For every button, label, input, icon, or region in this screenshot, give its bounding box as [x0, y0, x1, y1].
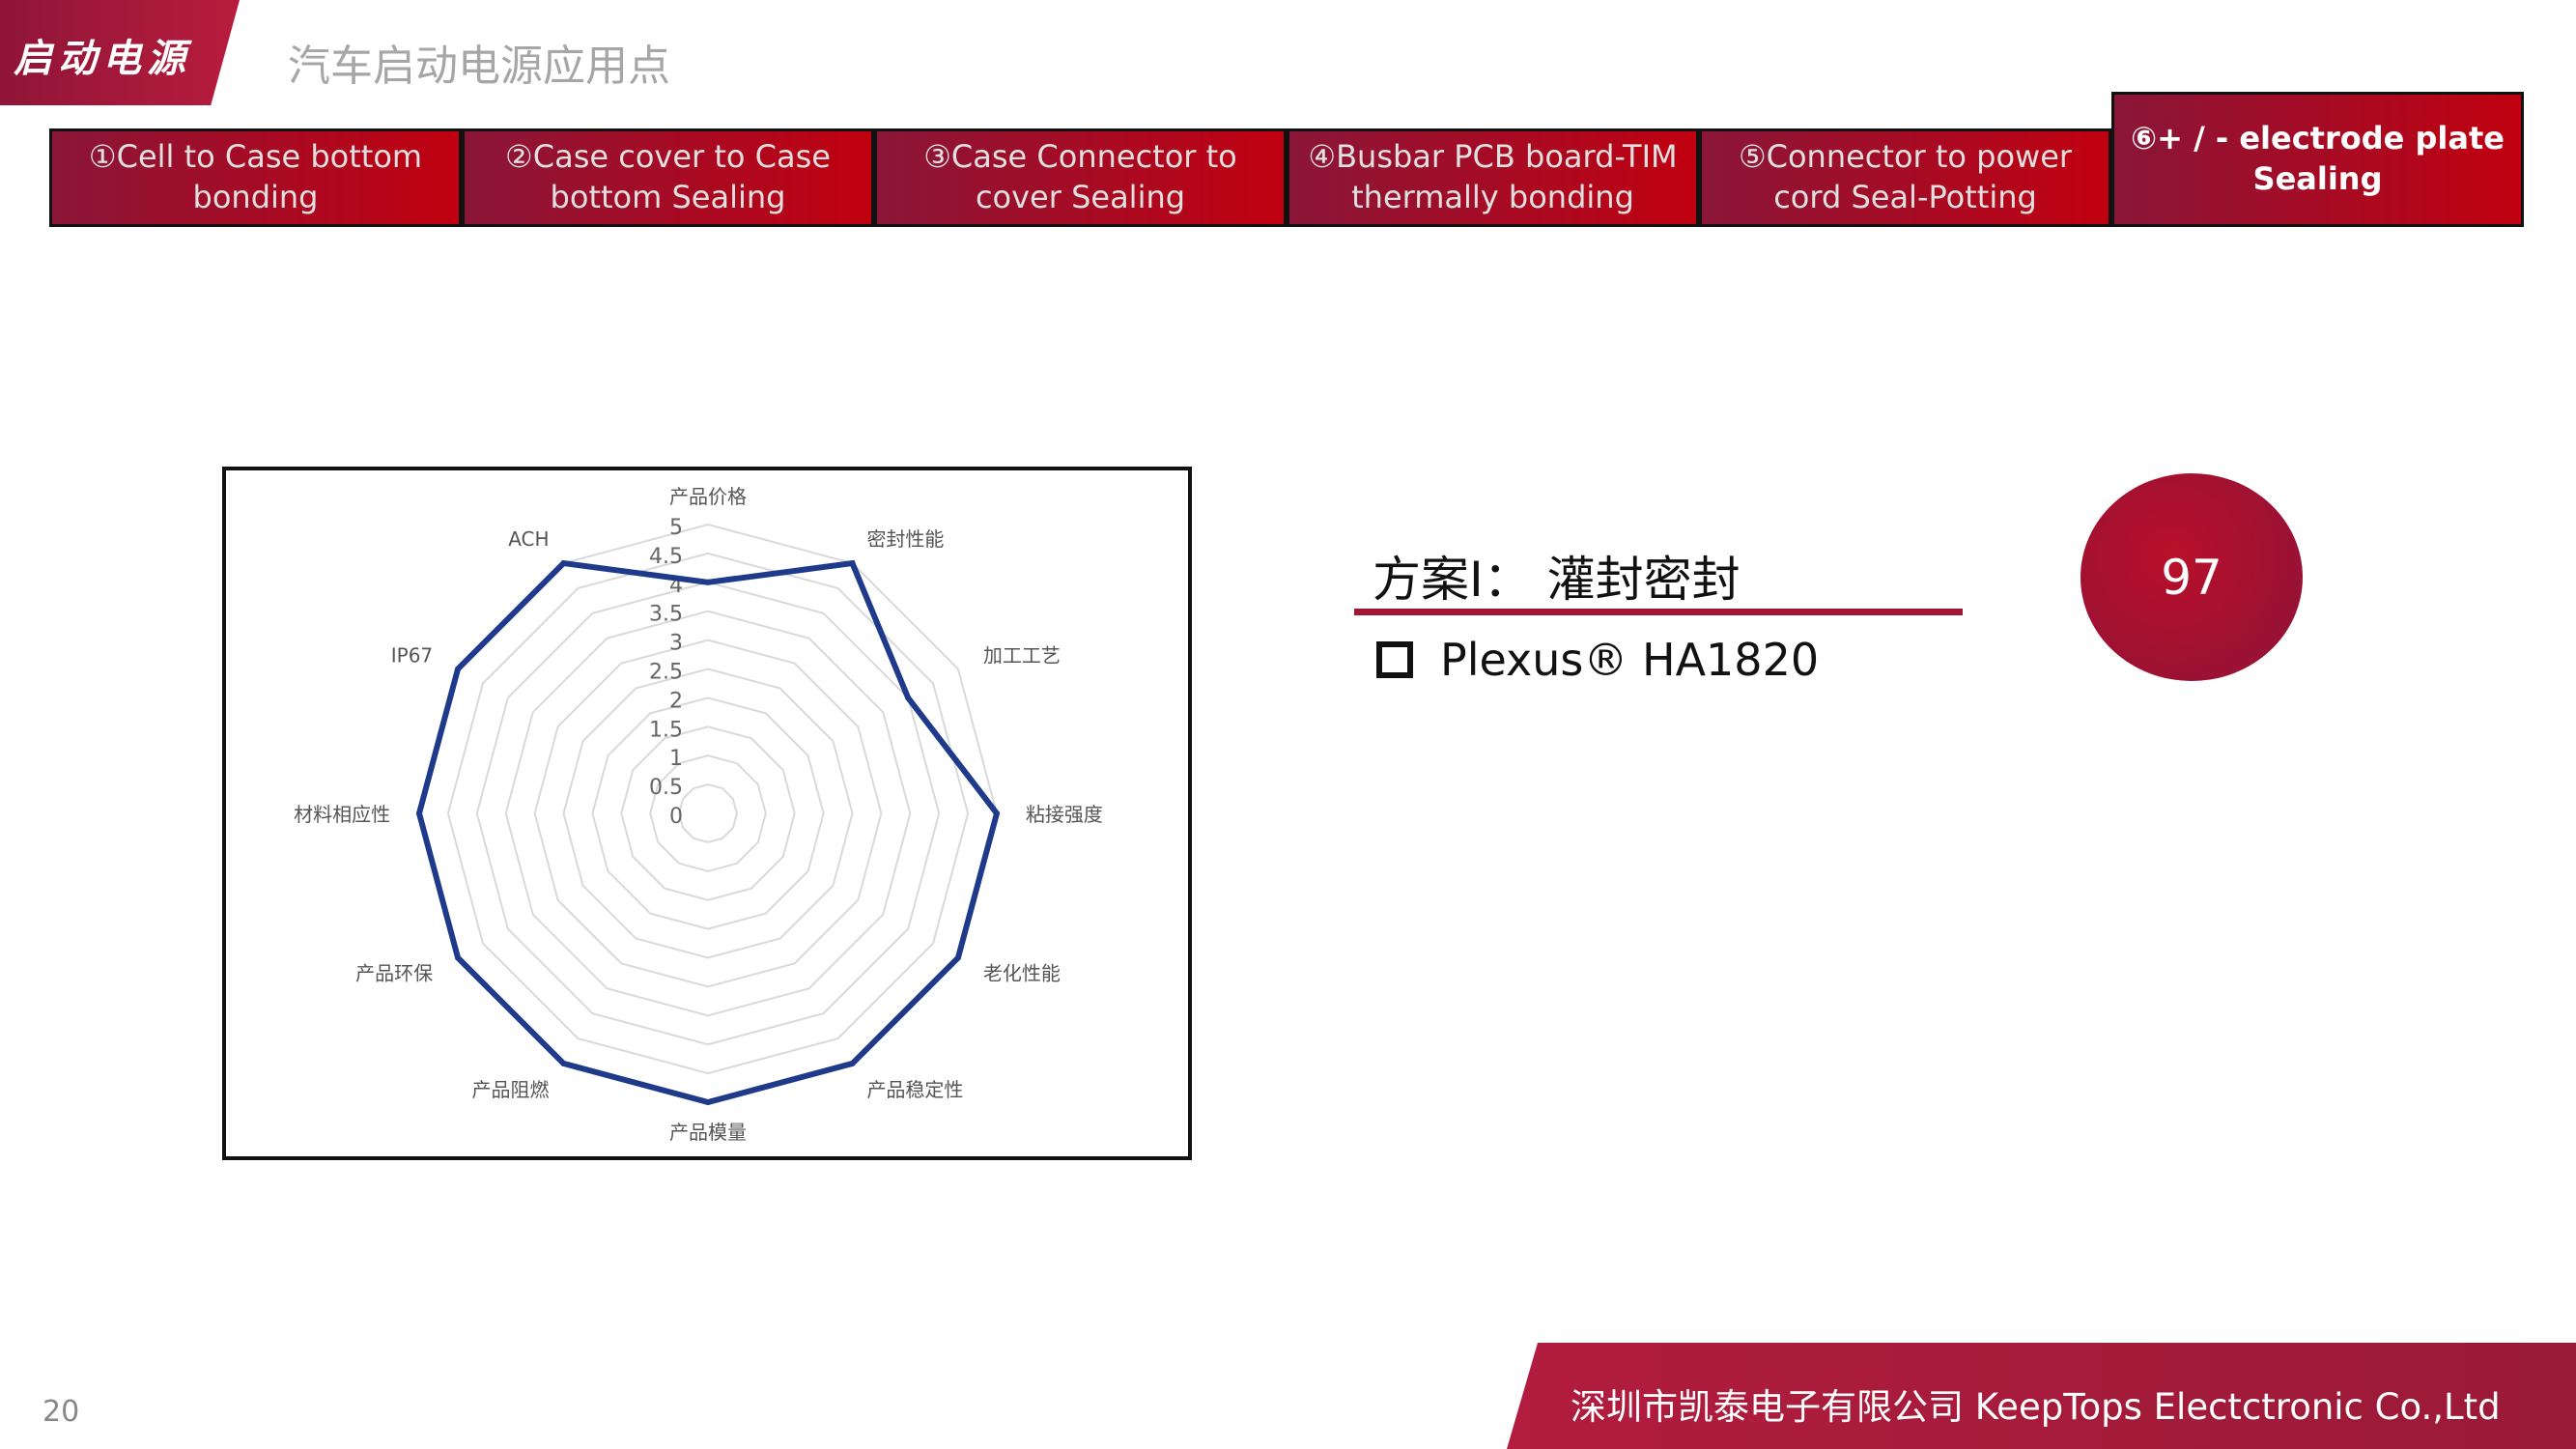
category-label: 产品环保: [355, 961, 433, 984]
plan-title: 方案Ⅰ： 灌封密封: [1373, 552, 1741, 608]
data-point: [560, 560, 567, 567]
company-name: 深圳市凯泰电子有限公司 KeepTops Electctronic Co.,Lt…: [1571, 1386, 2501, 1428]
page-number: 20: [42, 1395, 80, 1429]
data-point: [905, 695, 912, 701]
tick-label: 0.5: [649, 776, 683, 800]
tick-label: 2.5: [649, 661, 683, 685]
data-point: [705, 1099, 711, 1105]
data-point: [560, 1060, 567, 1066]
tick-label: 1: [669, 747, 683, 771]
grid-ring: [591, 696, 825, 930]
product-item: Plexus® HA1820: [1376, 634, 1819, 686]
data-point: [954, 954, 961, 961]
grid-ring: [504, 610, 912, 1017]
tick-label: 1.5: [649, 718, 683, 742]
product-name: Plexus® HA1820: [1440, 634, 1820, 686]
category-label: 产品价格: [669, 485, 747, 508]
checkbox-icon: [1376, 641, 1413, 678]
section-tag: 启动电源: [0, 0, 240, 105]
score-badge: 97: [2081, 473, 2303, 681]
category-label: 产品稳定性: [866, 1078, 963, 1101]
radar-svg: 00.511.522.533.544.55产品价格密封性能加工工艺粘接强度老化性…: [294, 485, 1103, 1144]
grid-ring: [678, 783, 738, 843]
grid-ring: [533, 639, 883, 988]
grid-ring: [649, 754, 767, 872]
tick-label: 0: [669, 805, 683, 829]
tab-6-active[interactable]: ⑥+ / - electrode plate Sealing: [2111, 92, 2524, 227]
category-label: 材料相应性: [294, 803, 390, 826]
tick-label: 3.5: [649, 603, 683, 627]
category-label: 产品阻燃: [472, 1078, 550, 1101]
tab-4[interactable]: ④Busbar PCB board-TIM thermally bonding: [1287, 128, 1699, 227]
category-label: 产品模量: [669, 1121, 747, 1144]
category-label: 密封性能: [866, 527, 944, 551]
grid-ring: [562, 668, 854, 959]
plan-divider: [1354, 609, 1963, 615]
series-line: [415, 559, 1001, 1106]
data-point: [994, 810, 1000, 816]
category-label: 加工工艺: [983, 644, 1061, 668]
application-tabs: ①Cell to Case bottom bonding ②Case cover…: [49, 92, 2526, 227]
grid-ring: [446, 552, 970, 1075]
data-point: [849, 1060, 856, 1066]
grid-ring: [475, 581, 941, 1046]
category-label: ACH: [508, 527, 549, 551]
tab-2[interactable]: ②Case cover to Case bottom Sealing: [462, 128, 874, 227]
tab-1[interactable]: ①Cell to Case bottom bonding: [49, 128, 462, 227]
tick-label: 5: [669, 516, 683, 540]
data-point: [849, 560, 856, 567]
category-label: 老化性能: [983, 961, 1061, 984]
footer-banner: 深圳市凯泰电子有限公司 KeepTops Electctronic Co.,Lt…: [1507, 1343, 2576, 1449]
tick-label: 4.5: [649, 545, 683, 569]
category-label: IP67: [391, 644, 433, 668]
tab-5[interactable]: ⑤Connector to power cord Seal-Potting: [1699, 128, 2111, 227]
data-point: [416, 810, 422, 816]
tick-label: 2: [669, 689, 683, 713]
grid-ring: [620, 725, 796, 901]
radar-chart: 0 0.5 1 1.5 2 2.5 3 3.5 4 4.5 5 产品价格 密封性能 加工工艺 粘接强度 老化性…: [222, 467, 1192, 1160]
data-point: [705, 579, 711, 585]
data-point: [455, 666, 462, 672]
tick-label: 3: [669, 632, 683, 656]
page-title: 汽车启动电源应用点: [288, 42, 670, 91]
data-point: [455, 954, 462, 961]
tab-3[interactable]: ③Case Connector to cover Sealing: [874, 128, 1287, 227]
category-label: 粘接强度: [1026, 803, 1103, 826]
